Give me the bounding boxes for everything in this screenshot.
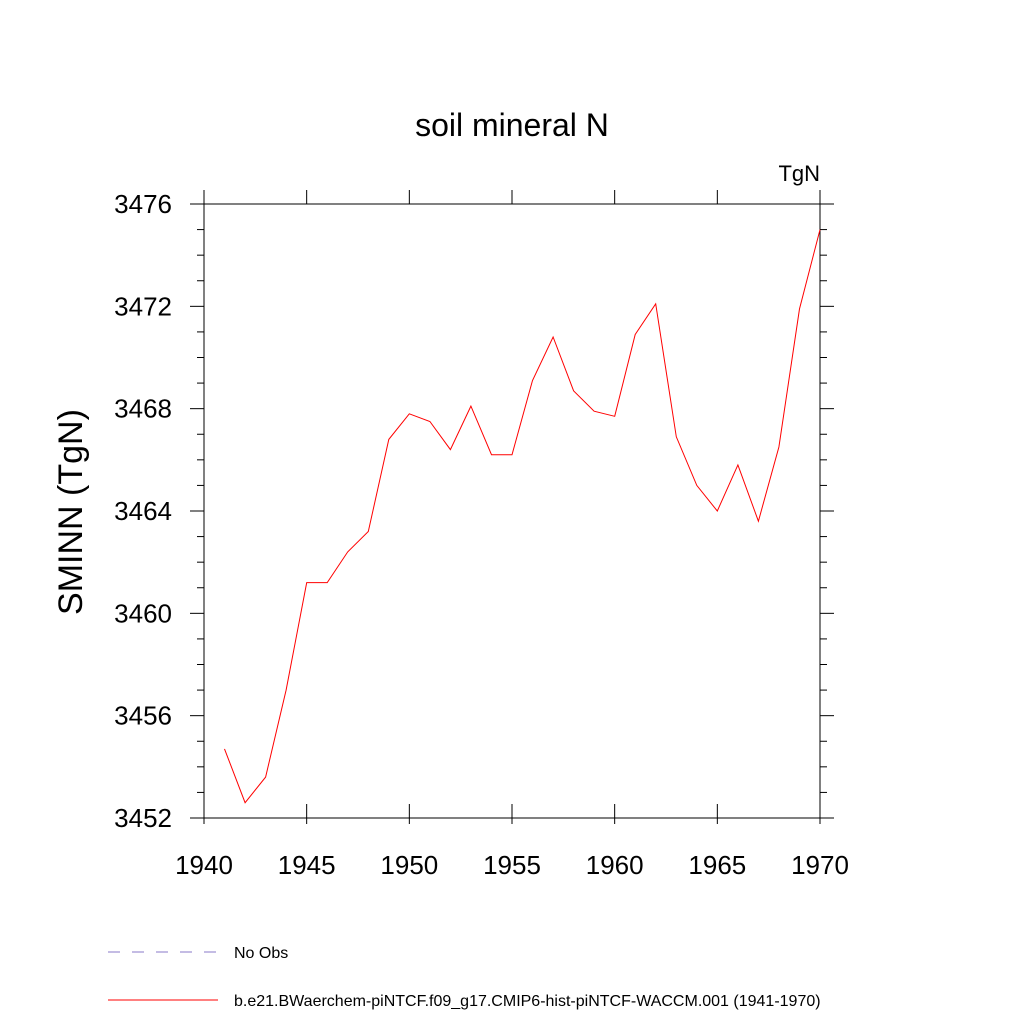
chart-title: soil mineral N <box>415 107 609 143</box>
legend-label-model: b.e21.BWaerchem-piNTCF.f09_g17.CMIP6-his… <box>234 993 821 1010</box>
y-tick-label: 3476 <box>114 189 172 219</box>
y-tick-label: 3456 <box>114 701 172 731</box>
x-tick-label: 1945 <box>278 850 336 880</box>
y-tick-labels: 3452 3456 3460 3464 3468 3472 3476 <box>114 189 172 833</box>
x-tick-label: 1960 <box>586 850 644 880</box>
x-tick-labels: 1940 1945 1950 1955 1960 1965 1970 <box>175 850 849 880</box>
y-tick-label: 3452 <box>114 803 172 833</box>
y-axis-label: SMINN (TgN) <box>52 409 90 615</box>
x-tick-label: 1970 <box>791 850 849 880</box>
legend-label-no-obs: No Obs <box>234 945 288 962</box>
legend: No Obs b.e21.BWaerchem-piNTCF.f09_g17.CM… <box>108 945 821 1010</box>
series-line <box>224 229 821 804</box>
y-tick-label: 3468 <box>114 394 172 424</box>
y-tick-label: 3460 <box>114 598 172 628</box>
y-tick-label: 3472 <box>114 291 172 321</box>
x-tick-label: 1955 <box>483 850 541 880</box>
x-tick-label: 1965 <box>688 850 746 880</box>
x-tick-label: 1940 <box>175 850 233 880</box>
y-tick-label: 3464 <box>114 496 172 526</box>
axis-ticks <box>190 190 834 824</box>
series-lines <box>224 229 821 804</box>
units-label: TgN <box>778 161 820 186</box>
x-tick-label: 1950 <box>380 850 438 880</box>
